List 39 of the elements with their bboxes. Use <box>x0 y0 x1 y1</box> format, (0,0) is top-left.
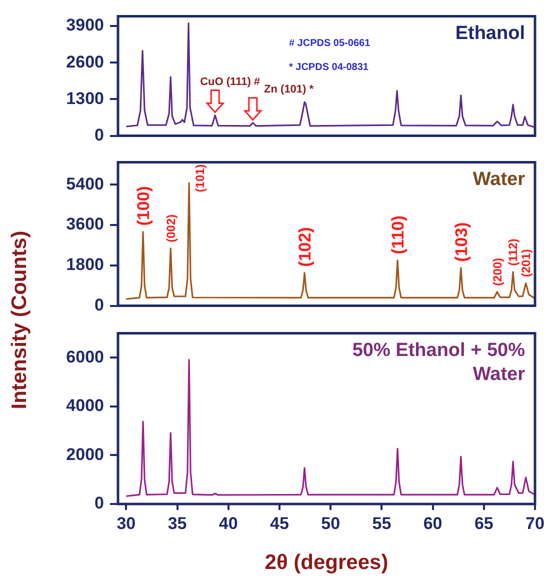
annotation: (101) <box>193 164 208 192</box>
y-tick-label: 1300 <box>66 88 104 108</box>
x-tick-label: 70 <box>526 514 544 533</box>
x-tick-label: 50 <box>321 514 340 533</box>
annotation: (100) <box>134 186 153 226</box>
annotation: * JCPDS 04-0831 <box>288 62 369 73</box>
chart-title: Water <box>472 168 526 190</box>
annotation: (201) <box>519 249 533 278</box>
y-tick-label: 2000 <box>66 444 104 464</box>
y-tick-label: 4000 <box>66 396 104 416</box>
y-tick-label: 1800 <box>66 255 104 274</box>
x-tick-label: 65 <box>474 514 494 533</box>
y-axis-title: Intensity (Counts) <box>8 230 32 410</box>
y-tick-label: 3900 <box>66 16 104 35</box>
text: 50% Ethanol + 50% Water <box>352 340 526 385</box>
y-tick-label: 6000 <box>66 347 104 366</box>
y-tick-label: 5400 <box>66 174 104 194</box>
annotation: CuO (111) # <box>200 76 260 88</box>
annotation: (103) <box>452 222 471 262</box>
y-tick-label: 0 <box>94 295 104 314</box>
x-axis-title: 2θ (degrees) <box>264 551 388 574</box>
annotation: (110) <box>388 216 408 254</box>
chart-title: Ethanol <box>455 22 525 44</box>
y-tick-label: 0 <box>94 125 104 144</box>
annotation: (112) <box>506 238 520 266</box>
x-tick-label: 60 <box>423 514 442 533</box>
x-tick-label: 45 <box>270 514 289 533</box>
annotation: (102) <box>295 227 314 267</box>
x-tick-label: 40 <box>218 514 238 533</box>
y-tick-label: 3600 <box>66 214 104 234</box>
annotation: (002) <box>164 214 178 242</box>
x-tick-label: 55 <box>372 514 392 533</box>
y-tick-label: 2600 <box>66 52 104 72</box>
x-tick-label: 30 <box>116 514 136 533</box>
x-tick-label: 35 <box>168 514 187 533</box>
annotation: Zn (101) * <box>264 83 314 96</box>
annotation: (200) <box>490 258 504 286</box>
y-tick-label: 0 <box>94 494 104 513</box>
annotation: # JCPDS 05-0661 <box>288 38 371 49</box>
